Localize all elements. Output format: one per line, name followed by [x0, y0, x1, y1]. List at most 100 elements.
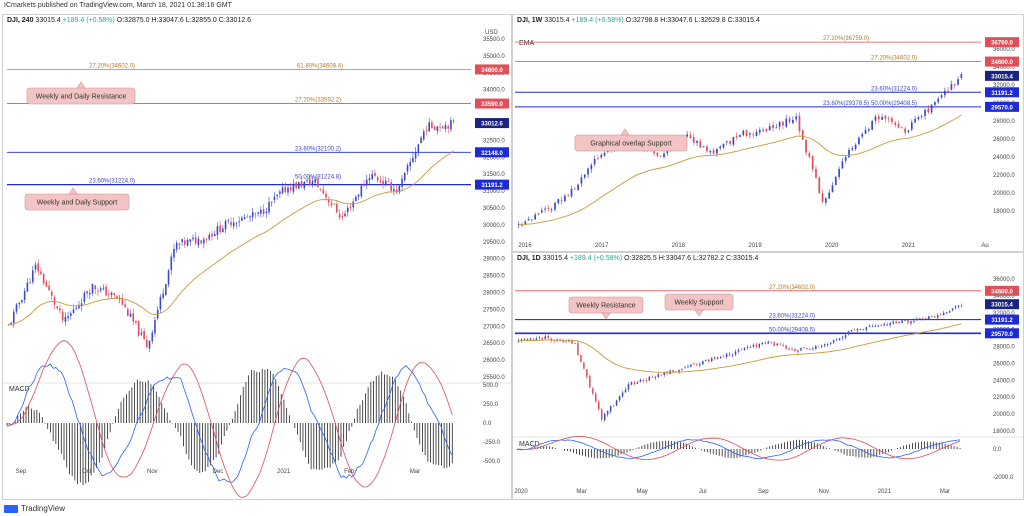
candle-body — [708, 359, 710, 362]
candle-body — [7, 324, 10, 326]
candle-body — [686, 134, 688, 137]
candle-body — [538, 337, 541, 339]
y-tick-label: 32500.0 — [483, 138, 505, 144]
candle-body — [953, 84, 956, 86]
candle-body — [29, 282, 31, 284]
chart-panel-4h: DJI, 240 33015.4 +189.4 (+0.58%) O:32875… — [2, 14, 512, 500]
candle-body — [384, 180, 387, 185]
candle-body — [547, 207, 550, 209]
x-tick-label: 2017 — [595, 243, 609, 249]
candle-body — [205, 238, 208, 240]
candle-body — [97, 290, 99, 292]
candle-body — [709, 150, 712, 153]
candle-body — [124, 304, 126, 308]
fib-label: 23.60%(32100.2) — [295, 146, 341, 152]
y-tick-label: 35500.0 — [483, 37, 505, 43]
price-label: 33015.4 — [542, 255, 568, 262]
candle-body — [877, 116, 880, 120]
change-label: +189.4 (+0.58%) — [571, 17, 624, 24]
candle-body — [828, 192, 831, 199]
candle-body — [758, 129, 761, 133]
chart-canvas[interactable]: 35500.035000.034500.034000.033500.033000… — [3, 15, 511, 499]
symbol-label: DJI, 1D — [517, 255, 541, 262]
candle-body — [577, 342, 579, 356]
candle-body — [800, 348, 802, 351]
candle-body — [835, 339, 838, 340]
price-badge-label: 29570.0 — [991, 332, 1013, 338]
candle-body — [681, 368, 683, 370]
candle-body — [654, 377, 657, 379]
candle-body — [690, 364, 692, 367]
change-label: +189.4 (+0.58%) — [62, 17, 115, 24]
candle-body — [521, 225, 523, 227]
candle-body — [901, 127, 903, 129]
candle-body — [338, 213, 341, 218]
candle-body — [752, 134, 755, 136]
candle-body — [574, 343, 576, 345]
candle-body — [844, 334, 847, 338]
candle-body — [537, 213, 540, 215]
tradingview-brand[interactable]: TradingView — [4, 504, 65, 513]
candle-body — [861, 134, 864, 137]
chart-canvas[interactable]: EMA36000.034000.032000.030000.028000.026… — [513, 15, 1023, 251]
candle-body — [281, 187, 284, 194]
price-badge — [985, 314, 1019, 325]
candle-body — [406, 165, 409, 172]
y-tick-label: 27000.0 — [483, 324, 505, 330]
candle-body — [603, 152, 606, 156]
candle-body — [395, 189, 398, 193]
macd-line — [6, 363, 453, 483]
chart-header: DJI, 240 33015.4 +189.4 (+0.58%) O:32875… — [7, 17, 251, 24]
candle-body — [898, 321, 900, 324]
candle-body — [745, 130, 748, 137]
candle-body — [403, 172, 406, 181]
candle-body — [562, 340, 564, 342]
candle-body — [222, 228, 224, 233]
candle-body — [775, 127, 778, 129]
price-badge — [475, 98, 509, 109]
candle-body — [894, 122, 897, 125]
candle-body — [818, 346, 820, 348]
chart-canvas[interactable]: 36000.034000.032000.030000.028000.026000… — [513, 253, 1023, 499]
candle-body — [725, 353, 728, 357]
candle-body — [844, 156, 847, 161]
candle-body — [31, 270, 34, 283]
candle-body — [609, 405, 612, 412]
candle-body — [788, 348, 790, 350]
candle-body — [874, 116, 877, 121]
price-label: 33015.4 — [544, 17, 570, 24]
candle-body — [687, 366, 689, 368]
y-unit-label: USD — [485, 30, 498, 36]
price-badge — [985, 285, 1019, 296]
candle-body — [368, 178, 371, 181]
y-tick-label: 26000.0 — [993, 137, 1015, 143]
candle-body — [86, 291, 88, 294]
y-tick-label: 25500.0 — [483, 375, 505, 381]
candle-body — [732, 137, 735, 145]
candle-body — [765, 128, 768, 132]
candle-body — [636, 382, 639, 384]
candle-body — [910, 122, 913, 130]
candle-body — [428, 122, 431, 132]
candle-body — [379, 180, 382, 182]
candle-body — [600, 154, 603, 158]
candle-body — [865, 327, 868, 330]
x-tick-label: Nov — [819, 489, 830, 495]
candle-body — [387, 181, 390, 183]
candle-body — [393, 188, 395, 191]
candle-body — [773, 342, 775, 346]
candle-body — [831, 185, 834, 193]
candle-body — [360, 185, 363, 197]
ohlc-label: O:32875.0 H:33047.6 L:32855.0 C:33012.6 — [116, 17, 252, 24]
candle-body — [795, 116, 798, 120]
candle-body — [178, 243, 181, 245]
y-tick-label: 32000.0 — [993, 311, 1015, 317]
candle-body — [83, 292, 86, 303]
candle-body — [943, 90, 946, 96]
candle-body — [365, 179, 368, 186]
candle-body — [550, 338, 552, 341]
candle-body — [791, 348, 793, 350]
price-badge-label: 33590.0 — [481, 102, 503, 108]
y-tick-label: 24000.0 — [993, 155, 1015, 161]
callout-arrow — [694, 309, 704, 317]
